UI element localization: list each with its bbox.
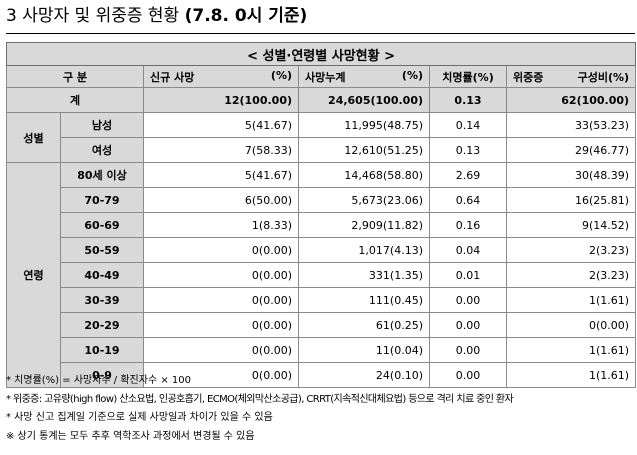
table-row: 여성 7(58.33) 12,610(51.25) 0.13 29(46.77)	[7, 137, 637, 163]
severe-cell: 2(3.23)	[505, 237, 637, 263]
header-new-deaths: 신규 사망 (%)	[143, 65, 299, 88]
row-label: 80세 이상	[60, 162, 144, 188]
cumulative-deaths-cell: 11(0.04)	[298, 337, 430, 363]
cumulative-deaths-cell: 11,995(48.75)	[298, 112, 430, 138]
cumulative-deaths-cell: 111(0.45)	[298, 287, 430, 313]
table-row: 70-79 6(50.00) 5,673(23.06) 0.64 16(25.81)	[7, 187, 637, 213]
header-new-deaths-pct: (%)	[270, 68, 292, 82]
cumulative-deaths-cell: 12,610(51.25)	[298, 137, 430, 163]
table-row: 30-39 0(0.00) 111(0.45) 0.00 1(1.61)	[7, 287, 637, 313]
total-row: 계 12(100.00) 24,605(100.00) 0.13 62(100.…	[6, 87, 637, 113]
fatality-rate-cell: 0.04	[429, 237, 507, 263]
row-label: 10-19	[60, 337, 144, 363]
severe-cell: 1(1.61)	[505, 287, 637, 313]
footnote-severe-definition: * 위중증: 고유량(high flow) 산소요법, 인공호흡기, ECMO(…	[6, 393, 514, 405]
severe-cell: 16(25.81)	[505, 187, 637, 213]
new-deaths-cell: 5(41.67)	[143, 112, 299, 138]
total-cumulative-deaths: 24,605(100.00)	[298, 87, 430, 113]
footnote-fatality-rate: * 치명률(%) = 사망자수 / 확진자수 × 100	[6, 375, 191, 386]
cumulative-deaths-cell: 331(1.35)	[298, 262, 430, 288]
fatality-rate-cell: 0.00	[429, 337, 507, 363]
header-category: 구 분	[6, 65, 144, 88]
fatality-rate-cell: 0.16	[429, 212, 507, 238]
table-row: 0-9 0(0.00) 24(0.10) 0.00 1(1.61)	[7, 362, 637, 388]
table-row: 60-69 1(8.33) 2,909(11.82) 0.16 9(14.52)	[7, 212, 637, 238]
title-divider	[6, 33, 635, 34]
cumulative-deaths-cell: 1,017(4.13)	[298, 237, 430, 263]
header-cumulative-deaths: 사망누계 (%)	[298, 65, 430, 88]
new-deaths-cell: 0(0.00)	[143, 262, 299, 288]
fatality-rate-cell: 2.69	[429, 162, 507, 188]
header-new-deaths-label: 신규 사망	[150, 70, 195, 84]
header-severe-label: 위중증	[513, 70, 544, 84]
new-deaths-cell: 1(8.33)	[143, 212, 299, 238]
header-cumulative-pct: (%)	[401, 68, 423, 82]
new-deaths-cell: 0(0.00)	[143, 237, 299, 263]
table-caption: < 성별·연령별 사망현황 >	[5, 42, 637, 66]
new-deaths-cell: 0(0.00)	[143, 312, 299, 338]
row-label: 20-29	[60, 312, 144, 338]
footnote-report-date: * 사망 신고 집계일 기준으로 실제 사망일과 차이가 있을 수 있음	[6, 412, 273, 423]
row-label: 30-39	[60, 287, 144, 313]
total-severe: 62(100.00)	[505, 87, 637, 113]
fatality-rate-cell: 0.01	[429, 262, 507, 288]
severe-cell: 1(1.61)	[505, 362, 637, 388]
fatality-rate-cell: 0.14	[429, 112, 507, 138]
fatality-rate-cell: 0.00	[429, 312, 507, 338]
total-new-deaths: 12(100.00)	[143, 87, 299, 113]
fatality-rate-cell: 0.00	[429, 362, 507, 388]
group-label-sex: 성별	[6, 112, 61, 163]
row-label: 50-59	[60, 237, 144, 263]
row-label: 0-9	[60, 362, 144, 388]
table-row: 연령 80세 이상 5(41.67) 14,468(58.80) 2.69 30(48.3…	[6, 162, 637, 388]
severe-cell: 9(14.52)	[505, 212, 637, 238]
severe-cell: 2(3.23)	[505, 262, 637, 288]
group-label-age: 연령	[6, 162, 61, 388]
fatality-rate-cell: 0.00	[429, 287, 507, 313]
row-label: 여성	[60, 137, 144, 163]
header-cumulative-label: 사망누계	[305, 70, 346, 84]
severe-cell: 0(0.00)	[505, 312, 637, 338]
cumulative-deaths-cell: 61(0.25)	[298, 312, 430, 338]
header-severe-ratio: 구성비(%)	[577, 70, 630, 84]
table-row: 50-59 0(0.00) 1,017(4.13) 0.04 2(3.23)	[7, 237, 637, 263]
page-title-main: 3 사망자 및 위중증 현황	[6, 6, 180, 26]
cumulative-deaths-cell: 24(0.10)	[298, 362, 430, 388]
new-deaths-cell: 5(41.67)	[143, 162, 299, 188]
table-row: 20-29 0(0.00) 61(0.25) 0.00 0(0.00)	[7, 312, 637, 338]
row-label: 70-79	[60, 187, 144, 213]
table-row: 성별 남성 5(41.67) 11,995(48.75) 0.14 33(53.23)	[6, 112, 637, 163]
page-title-date: (7.8. 0시 기준)	[184, 6, 308, 26]
severe-cell: 30(48.39)	[505, 162, 637, 188]
new-deaths-cell: 0(0.00)	[143, 287, 299, 313]
fatality-rate-cell: 0.64	[429, 187, 507, 213]
new-deaths-cell: 6(50.00)	[143, 187, 299, 213]
severe-cell: 1(1.61)	[505, 337, 637, 363]
row-label: 60-69	[60, 212, 144, 238]
header-fatality-rate: 치명률(%)	[429, 65, 507, 88]
cumulative-deaths-cell: 14,468(58.80)	[298, 162, 430, 188]
severe-cell: 29(46.77)	[505, 137, 637, 163]
table-row: 10-19 0(0.00) 11(0.04) 0.00 1(1.61)	[7, 337, 637, 363]
table-caption-row: < 성별·연령별 사망현황 >	[5, 42, 637, 66]
cumulative-deaths-cell: 2,909(11.82)	[298, 212, 430, 238]
new-deaths-cell: 0(0.00)	[143, 362, 299, 388]
header-severe: 위중증 구성비(%)	[505, 65, 637, 88]
fatality-rate-cell: 0.13	[429, 137, 507, 163]
footnote-subject-to-change: ※ 상기 통계는 모두 추후 역학조사 과정에서 변경될 수 있음	[6, 430, 255, 442]
footnotes: * 치명률(%) = 사망자수 / 확진자수 × 100 * 위중증: 고유량(…	[6, 372, 635, 446]
total-label: 계	[6, 87, 144, 113]
severe-cell: 33(53.23)	[505, 112, 637, 138]
death-statistics-table: < 성별·연령별 사망현황 > 구 분 신규 사망 (%) 사망누계 (%) 치…	[5, 42, 637, 388]
new-deaths-cell: 7(58.33)	[143, 137, 299, 163]
cumulative-deaths-cell: 5,673(23.06)	[298, 187, 430, 213]
row-label: 40-49	[60, 262, 144, 288]
total-fatality-rate: 0.13	[429, 87, 507, 113]
row-label: 남성	[60, 112, 144, 138]
table-row: 40-49 0(0.00) 331(1.35) 0.01 2(3.23)	[7, 262, 637, 288]
page-title: 3 사망자 및 위중증 현황 (7.8. 0시 기준)	[6, 4, 307, 28]
new-deaths-cell: 0(0.00)	[143, 337, 299, 363]
table-header-row: 구 분 신규 사망 (%) 사망누계 (%) 치명률(%) 위중증 구성비(%)	[6, 65, 637, 88]
